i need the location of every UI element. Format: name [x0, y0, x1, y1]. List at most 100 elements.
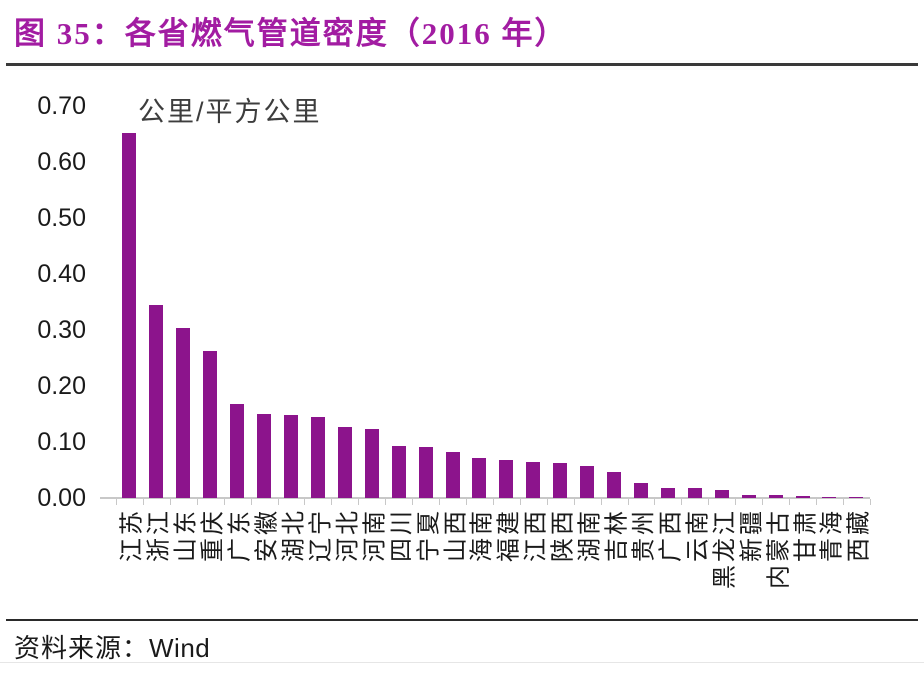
bar	[553, 462, 568, 498]
x-axis-tick	[439, 499, 466, 505]
x-axis-tick	[600, 499, 628, 505]
bar	[230, 403, 245, 498]
x-axis-tick	[142, 499, 170, 505]
y-tick-label: 0.40	[37, 260, 86, 288]
bar	[768, 495, 783, 498]
bar	[445, 451, 460, 498]
bar	[203, 350, 218, 498]
bar	[607, 471, 622, 498]
bar	[257, 414, 272, 498]
y-tick-label: 0.70	[37, 92, 86, 120]
x-axis-tick	[465, 499, 493, 505]
x-axis-tick	[546, 499, 574, 505]
y-tick-label: 0.50	[37, 204, 86, 232]
bar-slot	[251, 106, 278, 498]
bar-slot	[331, 106, 358, 498]
page-bottom-divider	[0, 662, 924, 663]
x-axis-tickmarks	[116, 499, 871, 505]
bar	[660, 488, 675, 498]
bar-slot	[789, 106, 816, 498]
x-axis-labels: 江苏 浙江 山东 重庆 广东 安徽 湖北 辽宁 河北 河南 四川 宁夏 山西 海南 福建 江西 陕西 湖南 吉林 贵州…	[116, 508, 873, 608]
x-axis-tick	[412, 499, 439, 505]
figure-title: 图 35：各省燃气管道密度（2016 年）	[14, 16, 568, 51]
x-axis-tick	[627, 499, 655, 505]
x-axis-tick	[708, 499, 735, 505]
bar-slot	[547, 106, 574, 498]
x-axis-tick	[842, 499, 870, 505]
source-divider	[6, 619, 918, 621]
bar	[580, 466, 595, 498]
bar-slot	[224, 106, 251, 498]
x-axis-tick	[196, 499, 224, 505]
x-axis-tick	[789, 499, 816, 505]
bar	[176, 327, 191, 498]
x-axis-category-label: 西藏	[845, 508, 873, 562]
bar-slot	[681, 106, 708, 498]
x-axis-tick	[116, 499, 143, 505]
y-axis-unit-label: 公里/平方公里	[138, 97, 322, 127]
title-divider	[6, 63, 918, 66]
y-tick-label: 0.30	[37, 316, 86, 344]
bar	[418, 447, 433, 498]
bar-slot	[304, 106, 331, 498]
x-axis-tick	[654, 499, 681, 505]
bar-slot	[601, 106, 628, 498]
bar-slot	[116, 106, 143, 498]
source-prefix: 资料来源：	[14, 634, 150, 663]
bar-slot	[628, 106, 655, 498]
bar-slot	[197, 106, 224, 498]
x-axis-tick	[331, 499, 358, 505]
bar	[310, 416, 325, 498]
bar	[687, 488, 702, 498]
bar	[337, 427, 352, 498]
x-axis-tick	[492, 499, 520, 505]
x-axis-line	[100, 497, 870, 499]
x-axis-tick	[250, 499, 278, 505]
bar-slot	[466, 106, 493, 498]
bar	[122, 132, 137, 498]
bar	[795, 495, 810, 498]
x-axis-tick	[304, 499, 331, 505]
x-axis-tick	[681, 499, 708, 505]
bar	[472, 458, 487, 498]
bar-slot	[654, 106, 681, 498]
bars-container	[116, 106, 870, 498]
bar	[633, 482, 648, 498]
bar	[849, 497, 864, 498]
bar-slot	[735, 106, 762, 498]
bar-slot	[816, 106, 843, 498]
bar	[149, 304, 164, 498]
bar-slot	[843, 106, 870, 498]
source-line: 资料来源：Wind	[14, 628, 210, 665]
x-axis-tick	[385, 499, 412, 505]
bar-slot	[385, 106, 412, 498]
bar-slot	[412, 106, 439, 498]
x-axis-tick	[735, 499, 762, 505]
bar-slot	[170, 106, 197, 498]
bar	[391, 446, 406, 498]
y-tick-label: 0.60	[37, 148, 86, 176]
x-axis-tick	[277, 499, 305, 505]
bar	[822, 496, 837, 498]
x-axis-tick	[573, 499, 601, 505]
bar	[283, 415, 298, 498]
y-tick-label: 0.10	[37, 428, 86, 456]
bar	[526, 461, 541, 498]
bar-slot	[762, 106, 789, 498]
bar	[714, 490, 729, 498]
y-tick-label: 0.20	[37, 372, 86, 400]
bar	[741, 495, 756, 498]
x-label-slot: 西藏	[843, 508, 873, 608]
bar	[499, 459, 514, 498]
bar-slot	[278, 106, 305, 498]
bar-slot	[439, 106, 466, 498]
bar-slot	[358, 106, 385, 498]
bar-slot	[574, 106, 601, 498]
bar-slot	[708, 106, 735, 498]
x-axis-tick	[815, 499, 843, 505]
x-axis-tick	[169, 499, 197, 505]
bar-slot	[493, 106, 520, 498]
x-axis-tick	[762, 499, 789, 505]
source-name: Wind	[149, 633, 211, 663]
